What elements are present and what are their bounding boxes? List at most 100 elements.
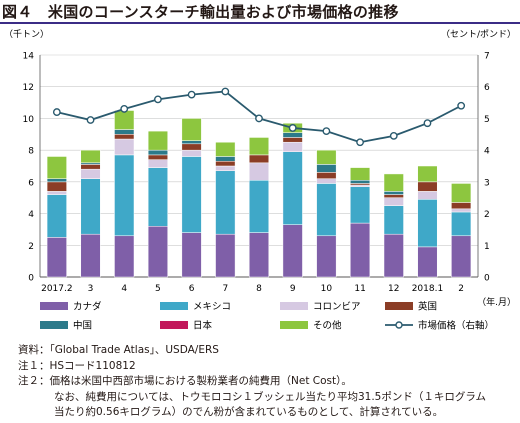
left-tick-label: 14: [23, 52, 35, 62]
bar-segment: [215, 156, 236, 162]
bar-segment: [181, 232, 202, 278]
legend-swatch: [385, 302, 413, 310]
bar-segment: [147, 154, 168, 160]
right-tick-label: 0: [484, 274, 490, 284]
legend-label: その他: [313, 320, 342, 332]
right-tick-label: 3: [484, 178, 490, 188]
x-tick-label: 3: [88, 284, 94, 294]
bar-segment: [282, 224, 303, 278]
note-text: なお、純費用については、トウモロコシ１ブッシェル当たり平均31.5ポンド（１キロ…: [54, 390, 487, 403]
note-text: 価格は米国中西部市場における製粉業者の純費用（Net Cost）。: [49, 375, 352, 387]
bar-segment: [147, 167, 168, 227]
legend-line-marker: [395, 321, 403, 329]
bar-segment: [46, 237, 67, 278]
bar-segment: [417, 246, 438, 278]
bar-segment: [316, 183, 337, 237]
bar-segment: [316, 164, 337, 173]
x-tick-label: 9: [290, 284, 296, 294]
legend-swatch: [40, 321, 68, 329]
price-point: [255, 114, 263, 123]
price-point: [322, 127, 331, 136]
right-axis-unit: （セント/ポンド）: [441, 29, 516, 40]
note-text: 「Global Trade Atlas」、USDA/ERS: [49, 344, 219, 356]
x-tick-label: 12: [388, 284, 399, 294]
bar-segment: [147, 226, 168, 278]
price-point: [120, 105, 129, 113]
x-tick-label: 6: [189, 284, 195, 294]
note-label: 注１：: [18, 359, 50, 372]
note-text: HSコード110812: [49, 359, 136, 372]
bar-segment: [383, 233, 404, 278]
bar-segment: [350, 167, 371, 181]
bar-segment: [181, 118, 202, 141]
legend-label: 中国: [73, 320, 92, 332]
bar-segment: [215, 160, 236, 167]
bar-segment: [114, 110, 135, 130]
note-row: 当たり約0.56キログラム）のでん粉が含まれているものとして、計算されている。: [18, 405, 518, 421]
bar-segment: [114, 134, 135, 140]
legend-label: メキシコ: [193, 302, 231, 313]
bar-segment: [451, 208, 472, 213]
price-point: [52, 108, 61, 116]
x-tick-label: 2: [458, 284, 464, 294]
note-row: 注１：HSコード110812: [18, 359, 518, 375]
figure-title-bar: 図４ 米国のコーンスターチ輸出量および市場価格の推移: [0, 0, 520, 24]
x-tick-label: 4: [121, 284, 127, 294]
bar-segment: [114, 154, 135, 237]
price-point: [86, 116, 95, 124]
price-point: [221, 87, 230, 96]
bar-segment: [417, 165, 438, 183]
bar-segment: [451, 183, 472, 203]
note-label: 注２：: [18, 375, 50, 387]
notes: 資料：「Global Trade Atlas」、USDA/ERS 注１：HSコード…: [18, 343, 518, 421]
legend-label: 日本: [193, 320, 213, 332]
bar-segment: [181, 140, 202, 145]
legend-swatch: [160, 302, 188, 310]
price-point: [389, 131, 398, 140]
bar-segment: [80, 168, 101, 179]
bar-segment: [147, 149, 168, 156]
legend-swatch: [40, 302, 68, 310]
x-tick-label: 2018.1: [412, 284, 444, 294]
bar-segment: [248, 162, 270, 181]
price-point: [187, 90, 196, 99]
bar-segment: [114, 138, 135, 156]
bar-segment: [215, 165, 236, 172]
right-tick-label: 7: [484, 52, 490, 62]
legend-swatch: [280, 321, 308, 329]
bar-segment: [350, 186, 371, 224]
bar-segment: [114, 235, 135, 278]
x-tick-label: 7: [222, 284, 228, 294]
x-axis-unit: （年.月）: [477, 296, 516, 308]
left-axis-unit: （千トン）: [4, 29, 49, 40]
x-tick-label: 2017.2: [41, 284, 73, 294]
note-text: 当たり約0.56キログラム）のでん粉が含まれているものとして、計算されている。: [54, 406, 444, 418]
legend-label: 英国: [418, 301, 437, 313]
price-point: [423, 119, 432, 128]
bar-segment: [80, 178, 101, 235]
bar-segment: [248, 232, 270, 278]
right-tick-label: 4: [484, 147, 490, 157]
bar-segment: [248, 154, 270, 164]
x-tick-label: 11: [354, 284, 365, 294]
price-point: [457, 101, 466, 110]
bar-segment: [282, 151, 303, 225]
bar-segment: [215, 170, 236, 235]
bar-segment: [383, 191, 404, 195]
left-tick-label: 12: [23, 83, 34, 93]
bar-segment: [147, 159, 168, 168]
left-tick-label: 2: [28, 242, 34, 252]
bar-segment: [282, 141, 303, 152]
bar-segment: [80, 233, 101, 278]
note-label: 資料：: [18, 344, 50, 356]
bar-segment: [114, 129, 135, 135]
bar-segment: [248, 137, 270, 156]
bar-segment: [451, 202, 472, 210]
price-point: [288, 124, 297, 132]
note-row: 資料：「Global Trade Atlas」、USDA/ERS: [18, 343, 518, 359]
right-tick-label: 6: [484, 83, 490, 93]
bar-segment: [316, 178, 337, 184]
bar-segment: [383, 197, 404, 206]
bar-segment: [181, 143, 202, 151]
